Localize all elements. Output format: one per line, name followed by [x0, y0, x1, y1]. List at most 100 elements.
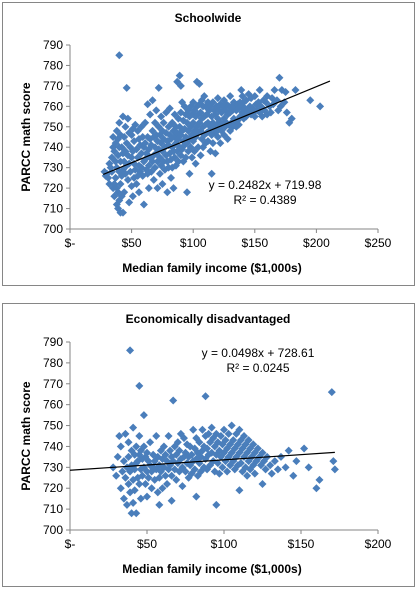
y-tick-label: 780 [43, 58, 63, 72]
data-point [127, 509, 136, 518]
y-tick-label: 710 [43, 202, 63, 216]
data-point [189, 425, 198, 434]
data-point [167, 471, 176, 480]
data-point [208, 139, 217, 148]
data-point [287, 114, 296, 123]
data-point [134, 188, 143, 197]
data-point [282, 108, 291, 117]
data-point [157, 112, 166, 121]
data-point [111, 173, 120, 182]
chart-title: Schoolwide [175, 11, 242, 25]
y-axis-label: PARCC math score [19, 381, 33, 490]
data-point [174, 157, 183, 166]
trendline-equation: y = 0.0498x + 728.61 [202, 346, 315, 360]
data-point [163, 480, 172, 489]
data-point [170, 465, 179, 474]
data-point [159, 442, 168, 451]
data-point [167, 496, 176, 505]
x-tick-label: $- [65, 236, 76, 250]
data-point [236, 459, 245, 468]
data-point [135, 432, 144, 440]
data-point [226, 92, 235, 101]
data-point [124, 438, 133, 447]
data-point [151, 163, 160, 172]
data-point [141, 139, 150, 148]
data-point [147, 484, 156, 493]
data-point [270, 457, 279, 466]
trendline [103, 80, 331, 176]
y-tick-label: 790 [43, 335, 63, 349]
data-point [292, 457, 301, 466]
data-point [189, 457, 198, 466]
data-point [212, 429, 221, 438]
data-point [124, 452, 133, 461]
y-tick-label: 720 [43, 181, 63, 195]
data-point [135, 381, 144, 390]
data-point [234, 120, 243, 129]
data-point [132, 509, 141, 518]
data-point [212, 500, 221, 509]
data-point [315, 475, 324, 484]
x-tick-label: $- [65, 537, 76, 551]
data-point [223, 467, 232, 476]
y-tick-label: 760 [43, 398, 63, 412]
data-point [116, 484, 125, 493]
data-point [200, 92, 209, 101]
y-tick-label: 750 [43, 419, 63, 433]
data-point [209, 434, 218, 443]
y-tick-label: 740 [43, 140, 63, 154]
data-point [223, 135, 232, 144]
data-point [123, 175, 132, 184]
y-tick-label: 700 [43, 222, 63, 236]
x-tick-label: $150 [288, 537, 315, 551]
data-point [139, 411, 148, 420]
data-point [152, 106, 161, 115]
r-squared-label: R² = 0.0245 [226, 361, 289, 375]
data-point [198, 425, 207, 434]
data-point [306, 96, 315, 105]
data-point [161, 471, 170, 480]
data-point [258, 448, 267, 457]
data-point [148, 157, 157, 166]
data-point [218, 463, 227, 472]
data-point [181, 467, 190, 476]
data-point [172, 450, 181, 459]
y-tick-label: 720 [43, 481, 63, 495]
y-tick-label: 710 [43, 502, 63, 516]
schoolwide-chart: Schoolwide 700 710 720 730 740 750 760 770 780 790… [2, 2, 415, 286]
trendline-equation: y = 0.2482x + 719.98 [209, 178, 322, 192]
data-point [133, 457, 142, 466]
data-point [120, 188, 129, 197]
data-point [158, 180, 167, 189]
data-point [196, 151, 205, 160]
y-tick-label: 730 [43, 161, 63, 175]
data-point [178, 482, 187, 491]
data-point [121, 473, 130, 482]
data-point [221, 436, 230, 445]
data-point [150, 457, 159, 466]
data-point [130, 486, 139, 495]
data-point [255, 85, 264, 94]
data-point [213, 94, 222, 103]
data-point [276, 452, 285, 461]
data-point [244, 436, 253, 445]
data-point [120, 133, 129, 141]
data-point [179, 434, 188, 443]
data-point [191, 159, 200, 168]
data-point [213, 133, 222, 141]
data-point [141, 118, 150, 127]
data-point [327, 388, 336, 397]
data-point [244, 457, 253, 466]
data-point [176, 429, 185, 438]
schoolwide-chart-svg: Schoolwide 700 710 720 730 740 750 760 770 780 790… [19, 11, 392, 275]
data-point [183, 188, 192, 197]
data-point [229, 436, 238, 445]
data-point [138, 133, 147, 141]
data-point [129, 423, 138, 432]
data-point [154, 83, 163, 92]
data-point [126, 346, 135, 355]
data-point [258, 480, 267, 489]
data-point [220, 425, 228, 434]
data-point [243, 471, 252, 480]
y-tick-label: 770 [43, 377, 63, 391]
